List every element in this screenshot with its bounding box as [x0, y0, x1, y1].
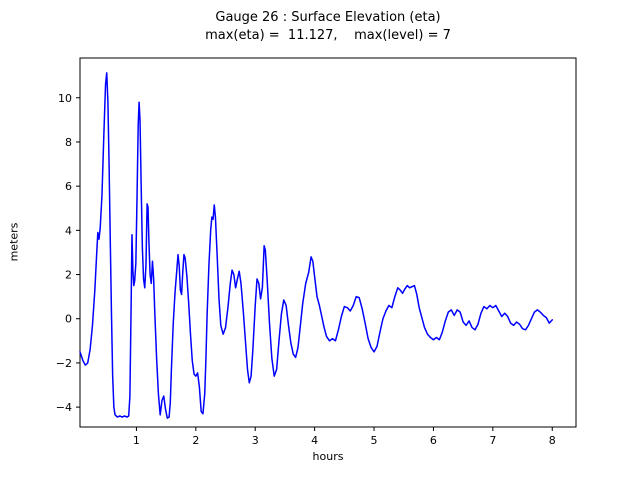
y-tick-label: 10	[58, 92, 72, 105]
chart-titles: Gauge 26 : Surface Elevation (eta) max(e…	[80, 9, 576, 45]
x-tick-label: 5	[371, 434, 378, 447]
x-tick-label: 7	[489, 434, 496, 447]
chart-subtitle: max(eta) = 11.127, max(level) = 7	[205, 28, 451, 43]
x-tick-label: 4	[311, 434, 318, 447]
y-axis-label: meters	[7, 222, 21, 262]
axes-frame	[79, 57, 577, 428]
x-tick-label: 3	[252, 434, 259, 447]
y-tick-label: 2	[65, 269, 72, 282]
x-tick-label: 6	[430, 434, 437, 447]
x-tick-label: 1	[133, 434, 140, 447]
chart-title: Gauge 26 : Surface Elevation (eta)	[215, 10, 441, 25]
y-tick-label: 0	[65, 313, 72, 326]
y-tick-label: 6	[65, 180, 72, 193]
series-line-eta	[79, 72, 553, 419]
y-tick-label: −4	[56, 401, 72, 414]
y-tick-label: −2	[56, 357, 72, 370]
x-axis-label: hours	[312, 450, 344, 463]
x-tick-label: 8	[549, 434, 556, 447]
x-tick-label: 2	[192, 434, 199, 447]
y-tick-label: 4	[65, 224, 72, 237]
y-tick-label: 8	[65, 136, 72, 149]
